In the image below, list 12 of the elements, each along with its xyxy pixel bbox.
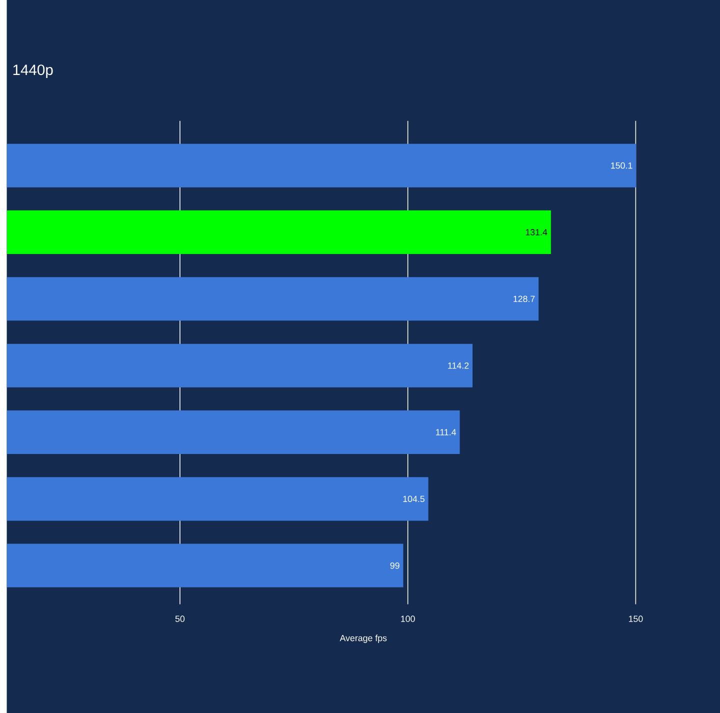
data-label: 104.5 (403, 496, 424, 502)
data-label: 111.4 (436, 429, 456, 436)
data-label: 150.1 (611, 162, 632, 169)
x-tick-label: 100 (401, 616, 415, 622)
x-tick-label: 150 (628, 616, 643, 622)
x-tick-label: 50 (175, 616, 185, 622)
data-label: 99 (390, 562, 400, 569)
data-label: 114.2 (448, 362, 469, 369)
x-axis-title: Average fps (340, 634, 387, 643)
data-label: 128.7 (514, 296, 535, 302)
data-label: 131.4 (526, 228, 548, 236)
chart-title: 1440p (13, 64, 53, 78)
